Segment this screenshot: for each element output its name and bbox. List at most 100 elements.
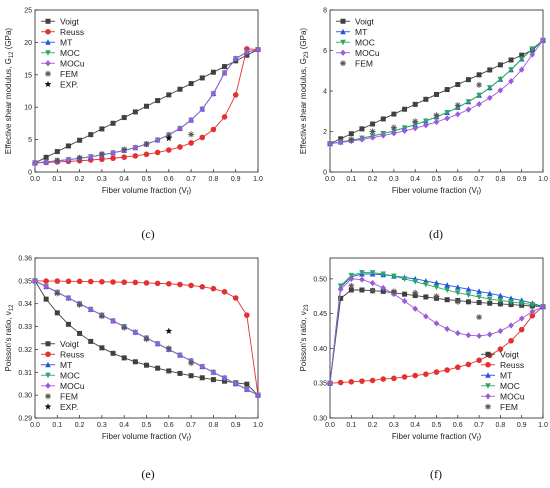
data-point [476, 300, 482, 306]
data-point [32, 159, 38, 167]
x-tick-label: 0.0 [325, 176, 335, 183]
data-point [76, 154, 83, 161]
legend-label: FEM [355, 58, 373, 68]
legend-marker [44, 80, 52, 88]
x-tick-label: 0.1 [52, 422, 62, 429]
data-point [210, 126, 217, 133]
data-point [337, 286, 344, 293]
data-point [132, 109, 138, 115]
data-point [65, 321, 71, 327]
legend-item: MOCu [336, 48, 380, 58]
y-tick-label: 0.34 [18, 301, 32, 308]
data-point [433, 112, 440, 119]
legend-item: Voigt [336, 16, 375, 26]
legend-marker [45, 39, 51, 45]
x-tick-label: 0.7 [474, 422, 484, 429]
data-point [486, 296, 493, 303]
data-point [433, 280, 440, 286]
legend-item: FEM [485, 402, 518, 412]
data-point [359, 136, 365, 143]
y-tick-label: 10 [24, 105, 32, 112]
legend-marker [45, 341, 51, 347]
data-point [87, 153, 94, 160]
data-point [465, 286, 472, 292]
x-tick-label: 0.1 [52, 176, 62, 183]
data-point [143, 141, 150, 148]
legend-marker [485, 361, 491, 368]
data-point [455, 290, 461, 296]
data-point [177, 352, 183, 359]
data-point [87, 278, 94, 285]
data-point [54, 310, 60, 316]
data-point [465, 361, 472, 368]
legend-label: MOCu [500, 391, 525, 401]
data-point [188, 81, 194, 87]
data-point [444, 115, 450, 122]
data-point [188, 140, 194, 146]
data-point [255, 392, 261, 399]
x-axis-label: Fiber volume fraction (Vf) [392, 432, 482, 443]
y-tick-label: 20 [24, 40, 32, 47]
data-point [380, 116, 386, 122]
y-tick-label: 0 [28, 170, 32, 177]
x-tick-label: 1.0 [253, 176, 263, 183]
data-point [369, 287, 376, 294]
data-point [390, 288, 397, 295]
data-point [154, 136, 161, 144]
data-point [210, 377, 216, 383]
data-point [529, 51, 536, 58]
data-point [65, 143, 71, 149]
data-point [455, 364, 461, 371]
y-tick-label: 0.35 [313, 381, 327, 388]
data-point [327, 380, 333, 387]
data-point [476, 72, 482, 78]
data-point [423, 281, 429, 288]
legend-label: MT [60, 37, 72, 47]
data-point [348, 136, 355, 143]
data-point [518, 315, 525, 322]
data-point [380, 376, 387, 382]
y-tick-label: 0.30 [313, 416, 327, 423]
data-point [132, 144, 139, 151]
data-point [110, 155, 116, 162]
data-point [188, 117, 194, 124]
data-point [132, 153, 139, 159]
y-tick-label: 0.36 [18, 256, 32, 263]
data-point [540, 303, 546, 310]
legend-marker [340, 28, 346, 35]
data-point [338, 295, 344, 301]
data-point [497, 62, 503, 68]
legend-marker [340, 49, 346, 56]
y-tick-label: 6 [323, 48, 327, 55]
data-point [338, 136, 344, 142]
data-point [188, 360, 195, 367]
data-point [508, 78, 514, 85]
data-point [487, 67, 493, 73]
data-point [412, 305, 418, 312]
data-point [455, 330, 461, 337]
data-point [222, 64, 228, 70]
y-tick-label: 8 [323, 8, 327, 15]
data-point [402, 291, 408, 297]
data-point [518, 300, 525, 307]
data-point [77, 330, 83, 336]
data-point [121, 115, 127, 121]
x-tick-label: 0.0 [30, 422, 40, 429]
y-tick-label: 5 [28, 137, 32, 144]
series-exp [165, 134, 173, 142]
y-axis-label: Poisson's ratio, ν12 [4, 304, 15, 372]
data-point [423, 96, 429, 102]
legend-marker [45, 60, 51, 67]
data-point [359, 270, 365, 276]
legend-item: MOC [41, 370, 80, 380]
series-fem [348, 81, 483, 143]
data-point [99, 156, 105, 163]
data-point [348, 272, 355, 279]
data-point [110, 120, 116, 126]
legend-item: MT [481, 370, 512, 380]
data-point [177, 370, 183, 376]
data-point [508, 337, 514, 344]
data-point [121, 279, 127, 286]
